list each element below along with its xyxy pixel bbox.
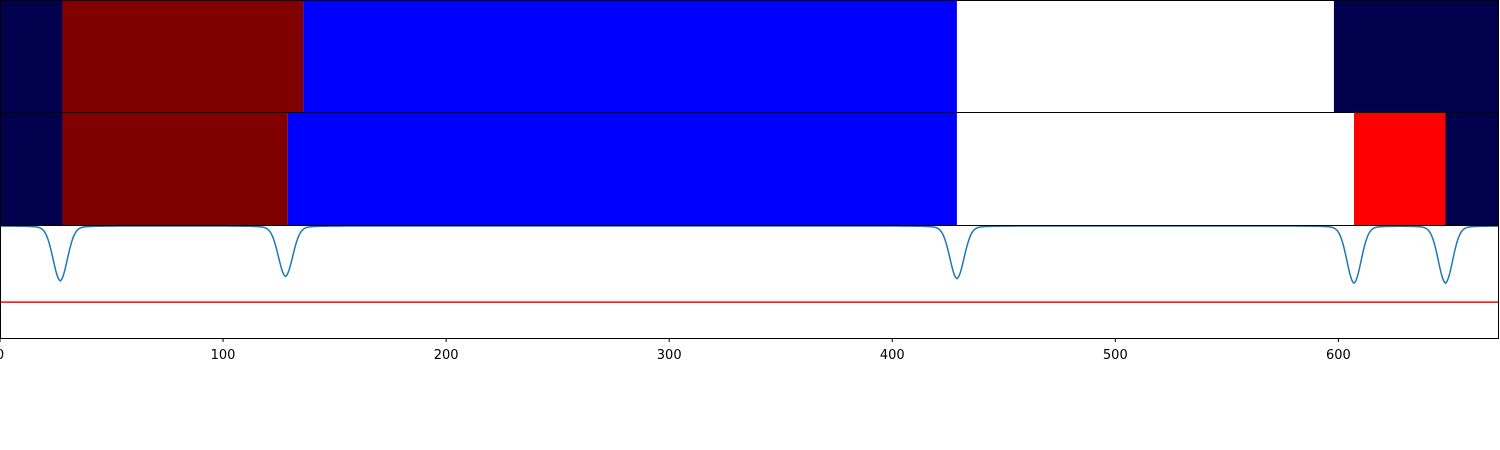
track-1-segment-4 [956,1,1334,112]
track-2-segment-5 [1354,113,1446,225]
x-tick-label-300: 300 [657,348,682,363]
track-2-segment-6 [1445,113,1499,225]
x-tick-label-0: 0 [0,348,4,363]
track-2-segment-4 [956,113,1355,225]
segment-track-2 [0,112,1499,226]
x-tick-label-400: 400 [880,348,905,363]
track-1-segment-1 [0,1,63,112]
x-tick-label-600: 600 [1326,348,1351,363]
signal-line [0,225,1500,285]
track-1-segment-2 [62,1,304,112]
x-tick-label-200: 200 [434,348,459,363]
track-1-segment-5 [1333,1,1499,112]
segment-track-1 [0,0,1499,113]
signal-panel [0,225,1500,339]
x-tick-label-500: 500 [1103,348,1128,363]
track-2-segment-1 [0,113,63,225]
x-tick-label-100: 100 [211,348,236,363]
track-1-segment-3 [303,1,957,112]
track-2-segment-3 [287,113,957,225]
x-axis: 0 100 200 300 400 500 600 [0,338,1351,363]
track-2-segment-2 [62,113,288,225]
signal-panel-frame [0,225,1499,339]
